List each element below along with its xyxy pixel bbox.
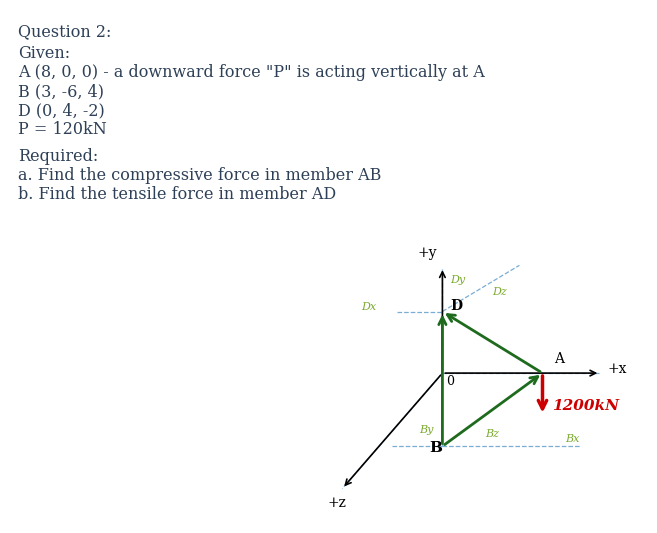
Text: D (0, 4, -2): D (0, 4, -2): [18, 102, 104, 119]
Text: Bx: Bx: [566, 434, 580, 445]
Text: P = 120kN: P = 120kN: [18, 121, 106, 138]
Text: a. Find the compressive force in member AB: a. Find the compressive force in member …: [18, 167, 381, 184]
Text: Question 2:: Question 2:: [18, 23, 112, 40]
Text: A (8, 0, 0) - a downward force "P" is acting vertically at A: A (8, 0, 0) - a downward force "P" is ac…: [18, 64, 485, 81]
Text: A: A: [554, 352, 564, 367]
Text: Dx: Dx: [361, 302, 376, 312]
Text: +z: +z: [327, 496, 346, 510]
Text: By: By: [419, 425, 434, 435]
Text: D: D: [450, 298, 463, 312]
Text: Dy: Dy: [450, 274, 465, 285]
Text: 1200kN: 1200kN: [552, 399, 620, 413]
Text: +x: +x: [608, 362, 627, 376]
Text: b. Find the tensile force in member AD: b. Find the tensile force in member AD: [18, 186, 336, 203]
Text: Dz: Dz: [493, 287, 507, 297]
Text: 0: 0: [446, 375, 454, 387]
Text: Required:: Required:: [18, 148, 99, 165]
Text: B: B: [429, 441, 442, 455]
Text: Bz: Bz: [485, 429, 499, 439]
Text: B (3, -6, 4): B (3, -6, 4): [18, 83, 104, 100]
Text: +y: +y: [417, 246, 437, 260]
Text: Given:: Given:: [18, 45, 70, 62]
